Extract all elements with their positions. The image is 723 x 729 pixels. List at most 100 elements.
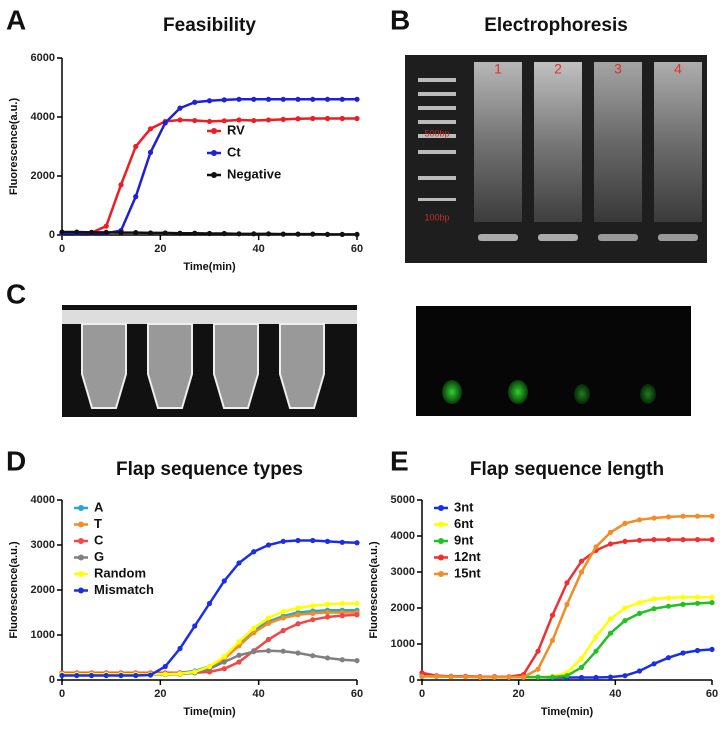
data-point bbox=[221, 654, 227, 660]
data-point bbox=[236, 96, 242, 102]
data-point bbox=[593, 544, 599, 550]
data-point bbox=[221, 578, 227, 584]
data-point bbox=[651, 606, 657, 612]
x-tick-label: 60 bbox=[706, 688, 718, 700]
data-point bbox=[280, 615, 286, 621]
data-point bbox=[310, 96, 316, 102]
data-point bbox=[310, 603, 316, 609]
marker-lane bbox=[418, 78, 456, 201]
data-point bbox=[665, 537, 672, 543]
data-point bbox=[265, 620, 272, 626]
panel-letter: D bbox=[6, 445, 26, 476]
data-point bbox=[593, 648, 599, 654]
series-line bbox=[422, 601, 713, 679]
fluorescence-photo bbox=[416, 306, 691, 416]
data-point bbox=[251, 649, 257, 655]
legend-label: T bbox=[94, 516, 102, 531]
legend-label: Random bbox=[94, 565, 146, 580]
data-point bbox=[354, 115, 360, 122]
data-point bbox=[636, 600, 643, 606]
data-point bbox=[310, 653, 316, 659]
data-point bbox=[578, 664, 585, 671]
data-point bbox=[709, 646, 715, 653]
data-point bbox=[206, 98, 213, 104]
data-point bbox=[433, 673, 440, 680]
data-point bbox=[251, 96, 257, 102]
marker-label: 500bp bbox=[424, 128, 449, 138]
data-point bbox=[133, 194, 139, 200]
lane-label: 2 bbox=[554, 61, 562, 77]
chart-title: Flap sequence length bbox=[470, 459, 664, 480]
y-tick-label: 0 bbox=[49, 229, 55, 241]
data-point bbox=[147, 230, 154, 236]
x-tick-label: 20 bbox=[513, 688, 525, 700]
data-point bbox=[236, 117, 242, 123]
legend-marker bbox=[78, 587, 84, 594]
data-point bbox=[251, 630, 257, 636]
y-tick-label: 5000 bbox=[391, 494, 415, 506]
data-point bbox=[564, 601, 570, 608]
legend-marker bbox=[438, 571, 444, 577]
data-point bbox=[622, 605, 628, 611]
data-point bbox=[665, 655, 672, 661]
data-point bbox=[593, 634, 599, 640]
legend-label: 15nt bbox=[454, 565, 481, 580]
data-point bbox=[251, 625, 257, 631]
data-point bbox=[651, 596, 657, 602]
data-point bbox=[192, 230, 198, 236]
data-point bbox=[310, 231, 316, 237]
data-point bbox=[118, 672, 124, 679]
data-point bbox=[221, 659, 227, 665]
data-point bbox=[280, 609, 286, 615]
data-point bbox=[74, 229, 80, 235]
data-point bbox=[118, 182, 124, 188]
data-point bbox=[147, 672, 154, 678]
data-point bbox=[709, 513, 715, 519]
data-point bbox=[59, 229, 65, 235]
data-point bbox=[265, 636, 272, 643]
data-point bbox=[88, 672, 95, 679]
legend-marker bbox=[438, 538, 444, 544]
sample-lanes bbox=[474, 62, 702, 241]
gel-title: Electrophoresis bbox=[484, 15, 628, 36]
y-tick-label: 1000 bbox=[31, 629, 55, 641]
data-point bbox=[651, 661, 657, 667]
data-point bbox=[354, 600, 360, 607]
data-point bbox=[636, 517, 643, 523]
x-tick-label: 20 bbox=[154, 243, 166, 255]
data-point bbox=[339, 600, 345, 607]
data-point bbox=[680, 513, 686, 519]
legend-marker bbox=[78, 505, 84, 511]
data-point bbox=[206, 230, 213, 237]
data-point bbox=[177, 645, 183, 652]
data-point bbox=[709, 594, 715, 600]
data-point bbox=[147, 126, 154, 132]
data-point bbox=[491, 674, 498, 680]
data-point bbox=[680, 594, 686, 600]
data-point bbox=[221, 230, 227, 237]
data-point bbox=[265, 648, 272, 654]
data-point bbox=[462, 674, 469, 680]
data-point bbox=[147, 149, 154, 155]
legend-label: Negative bbox=[227, 166, 281, 181]
data-point bbox=[651, 515, 657, 521]
y-tick-label: 0 bbox=[409, 674, 415, 686]
data-point bbox=[280, 116, 286, 122]
legend-marker bbox=[211, 150, 217, 156]
data-point bbox=[709, 537, 715, 543]
data-point bbox=[236, 231, 242, 237]
legend-label: Mismatch bbox=[94, 582, 154, 597]
y-tick-label: 6000 bbox=[31, 52, 55, 64]
data-point bbox=[354, 231, 360, 238]
marker-label: 100bp bbox=[424, 212, 449, 222]
y-tick-label: 0 bbox=[49, 674, 55, 686]
panel-letter: C bbox=[6, 278, 26, 309]
x-tick-label: 40 bbox=[253, 688, 265, 700]
legend-marker bbox=[211, 128, 217, 134]
data-point bbox=[339, 613, 345, 619]
data-point bbox=[419, 673, 425, 680]
data-point bbox=[162, 120, 168, 126]
data-point bbox=[251, 549, 257, 555]
data-point bbox=[280, 627, 286, 634]
